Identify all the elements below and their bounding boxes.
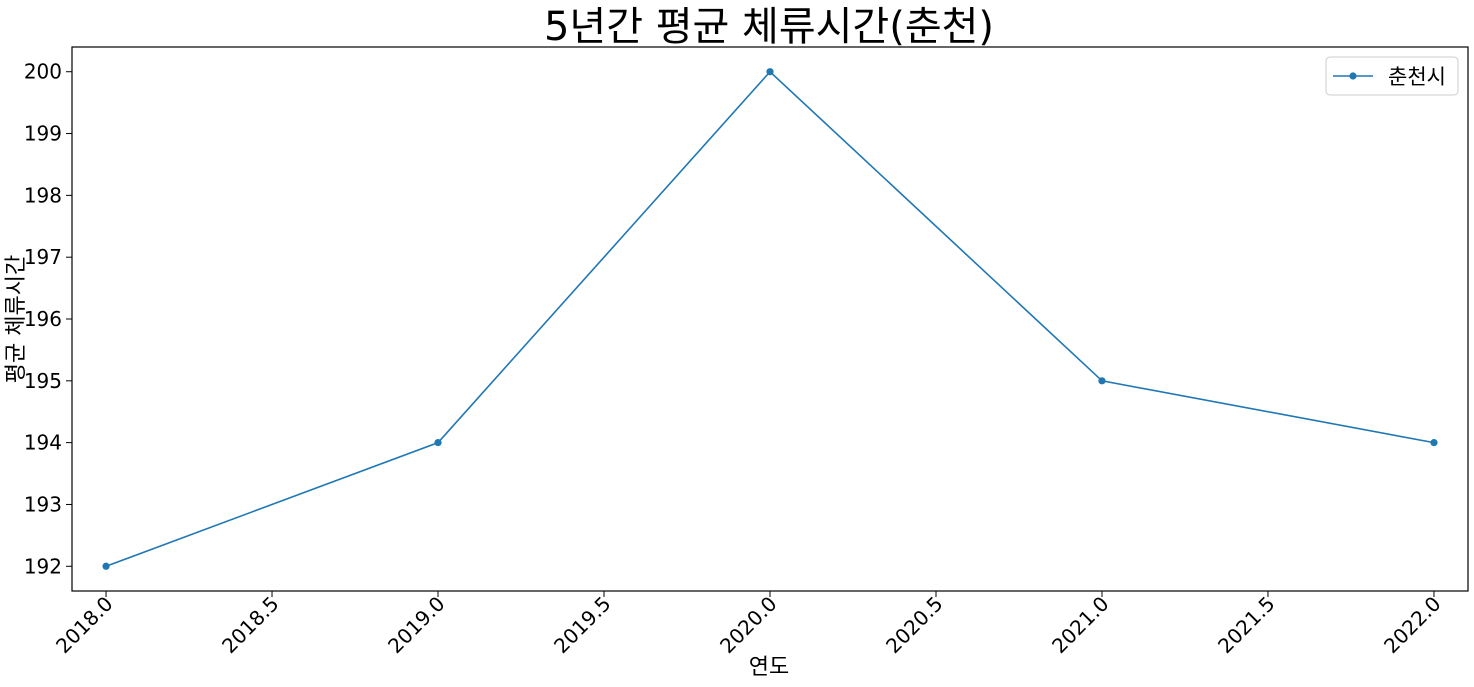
x-tick-label: 2021.5 <box>1213 592 1279 658</box>
y-tick-label: 199 <box>24 122 62 146</box>
y-axis-label: 평균 체류시간 <box>4 255 29 383</box>
y-tick-label: 200 <box>24 60 62 84</box>
x-tick-label: 2019.5 <box>549 592 615 658</box>
y-tick-label: 198 <box>24 183 62 207</box>
x-tick-label: 2019.0 <box>383 592 449 658</box>
x-tick-label: 2020.5 <box>881 592 947 658</box>
y-tick-label: 197 <box>24 245 62 269</box>
y-tick-label: 196 <box>24 307 62 331</box>
legend: 춘천시 <box>1325 56 1459 96</box>
legend-label: 춘천시 <box>1388 65 1446 89</box>
legend-marker-swatch <box>1349 72 1357 80</box>
chart-title: 5년간 평균 체류시간(춘천) <box>544 4 994 50</box>
x-tick-label: 2018.5 <box>217 592 283 658</box>
y-tick-label: 193 <box>24 492 62 516</box>
series-line <box>105 70 1435 568</box>
plot-frame <box>71 46 1469 592</box>
y-tick-label: 192 <box>24 554 62 578</box>
x-axis-label: 연도 <box>749 655 789 680</box>
x-tick-label: 2020.0 <box>715 592 781 658</box>
data-point <box>1098 377 1106 385</box>
x-tick-label: 2021.0 <box>1047 592 1113 658</box>
x-tick-label: 2018.0 <box>51 592 117 658</box>
plot-area <box>102 68 1438 570</box>
legend-box <box>1325 56 1459 96</box>
y-tick-label: 195 <box>24 369 62 393</box>
data-point <box>1430 439 1438 447</box>
data-point <box>102 562 110 570</box>
data-point <box>766 68 774 76</box>
y-axis: 192 193 194 195 196 197 198 199 200 <box>24 60 72 578</box>
data-point <box>434 439 442 447</box>
y-tick-label: 194 <box>24 431 62 455</box>
x-tick-label: 2022.0 <box>1379 592 1445 658</box>
x-axis: 2018.0 2018.5 2019.0 2019.5 2020.0 2020.5 2021… <box>51 591 1446 658</box>
